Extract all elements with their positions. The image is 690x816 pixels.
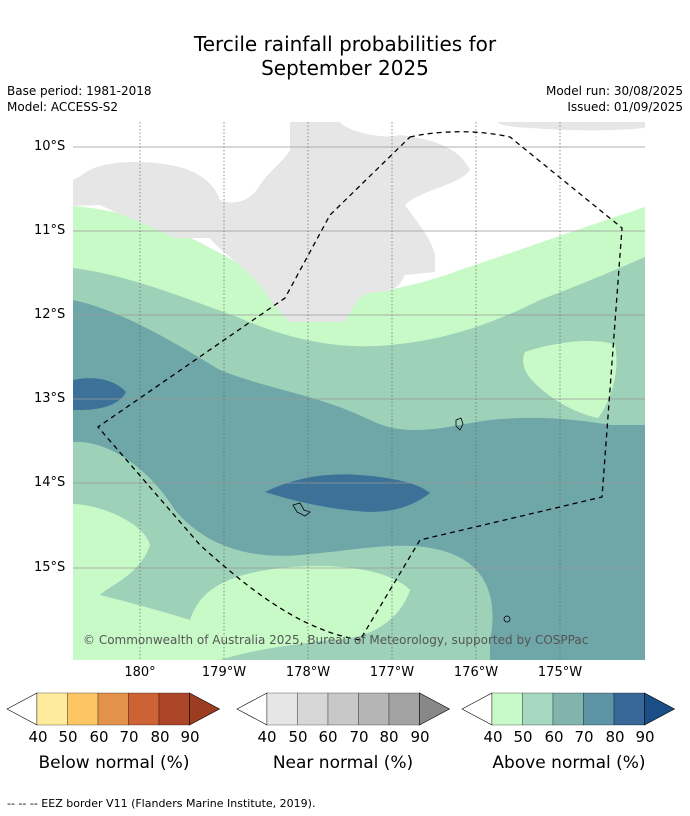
colorbar-segment	[388, 692, 420, 726]
model-name: Model: ACCESS-S2	[7, 100, 119, 114]
colorbar-near	[236, 692, 451, 726]
base-period: Base period: 1981-2018	[7, 84, 152, 98]
colorbar-max-arrow	[644, 692, 676, 726]
meridians	[139, 122, 561, 660]
colorbar-segment	[97, 692, 129, 726]
colorbar-min-arrow	[236, 692, 268, 726]
colorbar-segment	[583, 692, 615, 726]
cb-near-tick: 80	[379, 728, 399, 746]
colorbar-segment	[327, 692, 359, 726]
lat-label-13s: 13°S	[34, 391, 66, 406]
above-70-left-patch	[73, 378, 126, 410]
cb-below-tick: 40	[28, 728, 48, 746]
above-40-lower-left	[73, 504, 410, 660]
lat-label-14s: 14°S	[34, 475, 66, 490]
lat-label-10s: 10°S	[34, 139, 66, 154]
gridlines	[73, 146, 645, 569]
cb-above-tick: 80	[605, 728, 625, 746]
cb-above-tick: 70	[574, 728, 594, 746]
colorbar-below	[6, 692, 221, 726]
lon-label-177w: 177°W	[369, 665, 415, 680]
colorbar-segment	[358, 692, 390, 726]
cb-below-tick: 90	[180, 728, 200, 746]
lon-label-180: 180°	[124, 665, 156, 680]
eez-legend: -- -- -- EEZ border V11 (Flanders Marine…	[7, 797, 316, 810]
near-normal-top-right	[497, 122, 645, 131]
colorbar-segment	[36, 692, 68, 726]
colorbar-max-arrow	[189, 692, 221, 726]
cb-near-tick: 90	[410, 728, 430, 746]
colorbar-segment	[158, 692, 190, 726]
colorbar-below-title: Below normal (%)	[38, 753, 190, 773]
colorbar-segment	[522, 692, 554, 726]
island-east	[455, 417, 464, 431]
colorbar-segment	[491, 692, 523, 726]
title-line-2: September 2025	[261, 56, 429, 80]
colorbar-min-arrow	[461, 692, 493, 726]
cb-below-tick: 80	[150, 728, 170, 746]
lon-label-176w: 176°W	[453, 665, 499, 680]
model-run: Model run: 30/08/2025	[545, 84, 683, 98]
cb-below-tick: 70	[119, 728, 139, 746]
copyright-notice: © Commonwealth of Australia 2025, Bureau…	[83, 633, 589, 647]
eez-border	[97, 131, 623, 641]
cb-near-tick: 40	[257, 728, 277, 746]
issued-date: Issued: 01/09/2025	[567, 100, 683, 114]
cb-above-tick: 90	[635, 728, 655, 746]
cb-above-tick: 50	[513, 728, 533, 746]
map-area	[73, 122, 645, 660]
island-central	[292, 502, 311, 517]
colorbar-segment	[613, 692, 645, 726]
lat-label-12s: 12°S	[34, 307, 66, 322]
cb-near-tick: 70	[349, 728, 369, 746]
colorbar-max-arrow	[419, 692, 451, 726]
lon-label-175w: 175°W	[537, 665, 583, 680]
colorbar-segment	[297, 692, 329, 726]
cb-above-tick: 60	[544, 728, 564, 746]
lon-label-178w: 178°W	[285, 665, 331, 680]
cb-near-tick: 60	[318, 728, 338, 746]
cb-near-tick: 50	[288, 728, 308, 746]
cb-below-tick: 60	[89, 728, 109, 746]
lat-label-15s: 15°S	[34, 560, 66, 575]
cb-above-tick: 40	[483, 728, 503, 746]
colorbar-segment	[128, 692, 160, 726]
cb-below-tick: 50	[58, 728, 78, 746]
colorbar-segment	[67, 692, 99, 726]
above-80-central-patch	[265, 474, 430, 512]
title-line-1: Tercile rainfall probabilities for	[193, 32, 497, 56]
near-normal-region	[73, 122, 470, 322]
above-40-corner	[73, 630, 150, 660]
island-small	[503, 615, 511, 623]
colorbar-near-title: Near normal (%)	[272, 753, 414, 773]
colorbar-segment	[266, 692, 298, 726]
colorbar-above	[461, 692, 676, 726]
colorbar-above-title: Above normal (%)	[492, 753, 646, 773]
colorbar-segment	[552, 692, 584, 726]
colorbar-min-arrow	[6, 692, 38, 726]
lon-label-179w: 179°W	[201, 665, 247, 680]
lat-label-11s: 11°S	[34, 223, 66, 238]
